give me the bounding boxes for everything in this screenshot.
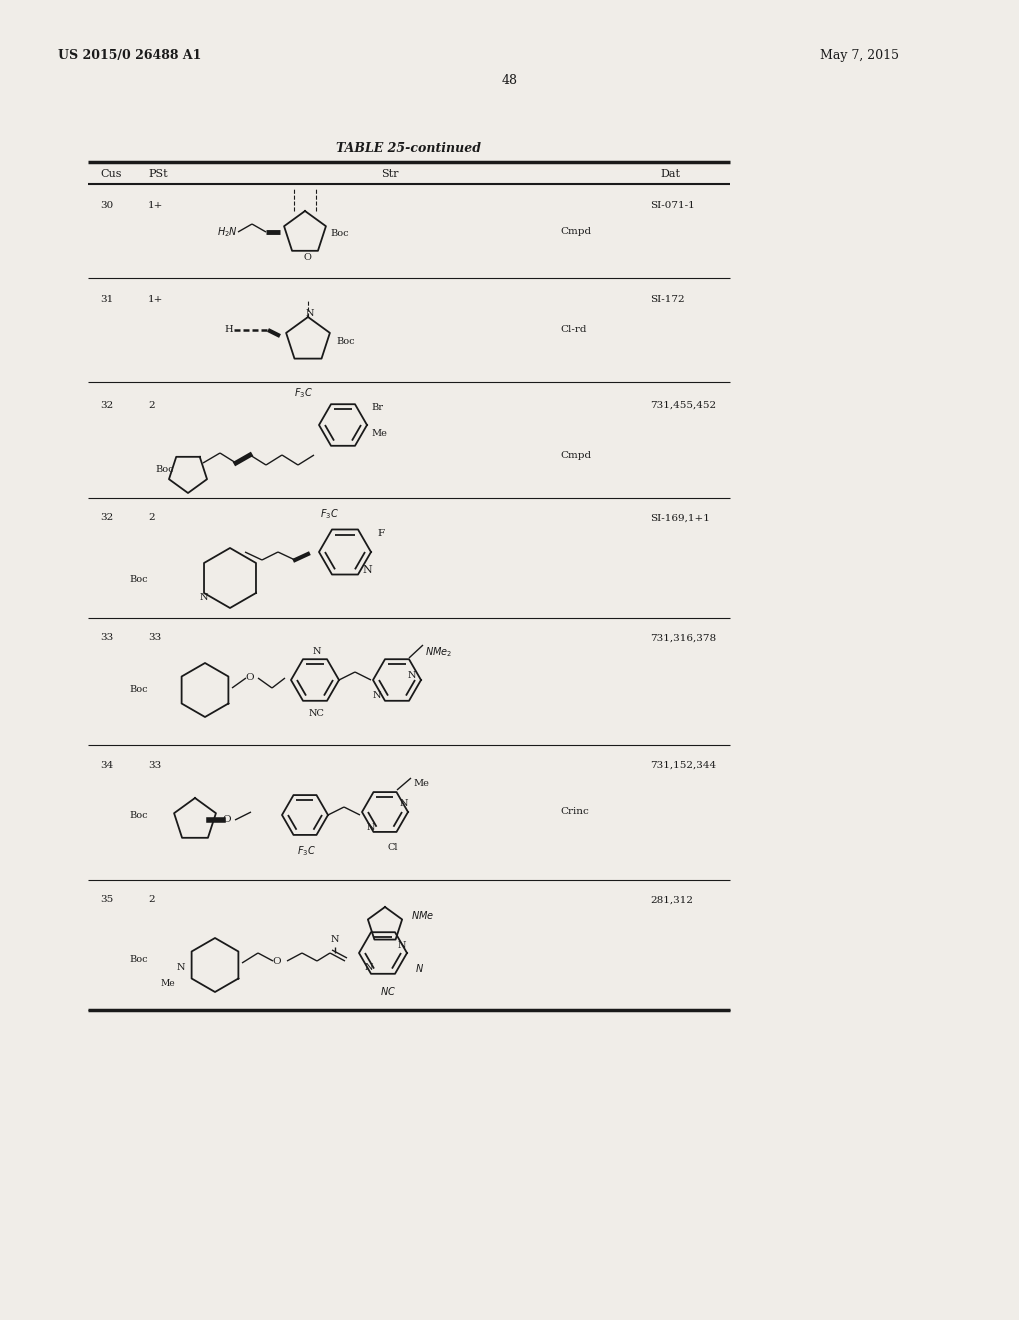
Text: Boc: Boc (129, 956, 148, 965)
Text: 33: 33 (100, 634, 113, 643)
Text: $F_3C$: $F_3C$ (293, 385, 313, 400)
Text: 34: 34 (100, 760, 113, 770)
Text: Boc: Boc (330, 228, 348, 238)
Text: Boc: Boc (155, 466, 173, 474)
Text: 48: 48 (501, 74, 518, 87)
Text: N: N (313, 648, 321, 656)
Text: N: N (372, 690, 381, 700)
Text: 35: 35 (100, 895, 113, 904)
Text: Me: Me (413, 780, 428, 788)
Text: 731,152,344: 731,152,344 (649, 760, 715, 770)
Text: N: N (397, 940, 407, 949)
Text: 1+: 1+ (148, 296, 163, 305)
Text: 281,312: 281,312 (649, 895, 692, 904)
Text: $N$: $N$ (415, 962, 424, 974)
Text: 31: 31 (100, 296, 113, 305)
Text: N: N (330, 936, 339, 945)
Text: 32: 32 (100, 513, 113, 523)
Text: $NMe_2$: $NMe_2$ (425, 645, 451, 659)
Text: Boc: Boc (335, 338, 355, 346)
Text: Cl: Cl (387, 843, 397, 853)
Text: May 7, 2015: May 7, 2015 (819, 49, 898, 62)
Text: SI-172: SI-172 (649, 296, 684, 305)
Text: NC: NC (309, 710, 325, 718)
Text: PSt: PSt (148, 169, 167, 180)
Text: 32: 32 (100, 400, 113, 409)
Text: 2: 2 (148, 895, 155, 904)
Text: 2: 2 (148, 400, 155, 409)
Text: F: F (377, 529, 384, 539)
Text: Cmpd: Cmpd (559, 227, 591, 236)
Text: SI-169,1+1: SI-169,1+1 (649, 513, 709, 523)
Text: 731,316,378: 731,316,378 (649, 634, 715, 643)
Text: N: N (362, 565, 372, 576)
Text: 2: 2 (148, 513, 155, 523)
Text: N: N (367, 822, 375, 832)
Text: N: N (365, 964, 373, 973)
Text: H: H (224, 326, 232, 334)
Text: N: N (176, 962, 184, 972)
Text: Boc: Boc (129, 810, 148, 820)
Text: $F_3C$: $F_3C$ (320, 507, 339, 521)
Text: $H_2N$: $H_2N$ (217, 226, 237, 239)
Text: O: O (303, 252, 311, 261)
Text: Br: Br (371, 403, 382, 412)
Text: 1+: 1+ (148, 201, 163, 210)
Text: Crinc: Crinc (559, 808, 588, 817)
Text: Me: Me (160, 978, 175, 987)
Text: Cus: Cus (100, 169, 121, 180)
Text: TABLE 25-continued: TABLE 25-continued (336, 141, 481, 154)
Text: Cmpd: Cmpd (559, 450, 591, 459)
Text: O: O (246, 673, 254, 682)
Text: US 2015/0 26488 A1: US 2015/0 26488 A1 (58, 49, 201, 62)
Text: SI-071-1: SI-071-1 (649, 201, 694, 210)
Text: Me: Me (371, 429, 386, 437)
Text: 33: 33 (148, 634, 161, 643)
Text: 731,455,452: 731,455,452 (649, 400, 715, 409)
Text: 33: 33 (148, 760, 161, 770)
Text: O: O (222, 816, 231, 825)
Text: N: N (306, 309, 314, 318)
Text: $F_3C$: $F_3C$ (298, 843, 316, 858)
Text: Str: Str (381, 169, 398, 180)
Text: Cl-rd: Cl-rd (559, 326, 586, 334)
Text: N: N (200, 594, 208, 602)
Text: O: O (272, 957, 281, 965)
Text: N: N (408, 671, 416, 680)
Text: $NMe$: $NMe$ (411, 909, 434, 921)
Text: 30: 30 (100, 201, 113, 210)
Text: N: N (399, 800, 408, 808)
Text: Boc: Boc (129, 576, 148, 585)
Text: Dat: Dat (659, 169, 680, 180)
Text: Boc: Boc (129, 685, 148, 694)
Text: $NC$: $NC$ (380, 985, 395, 997)
